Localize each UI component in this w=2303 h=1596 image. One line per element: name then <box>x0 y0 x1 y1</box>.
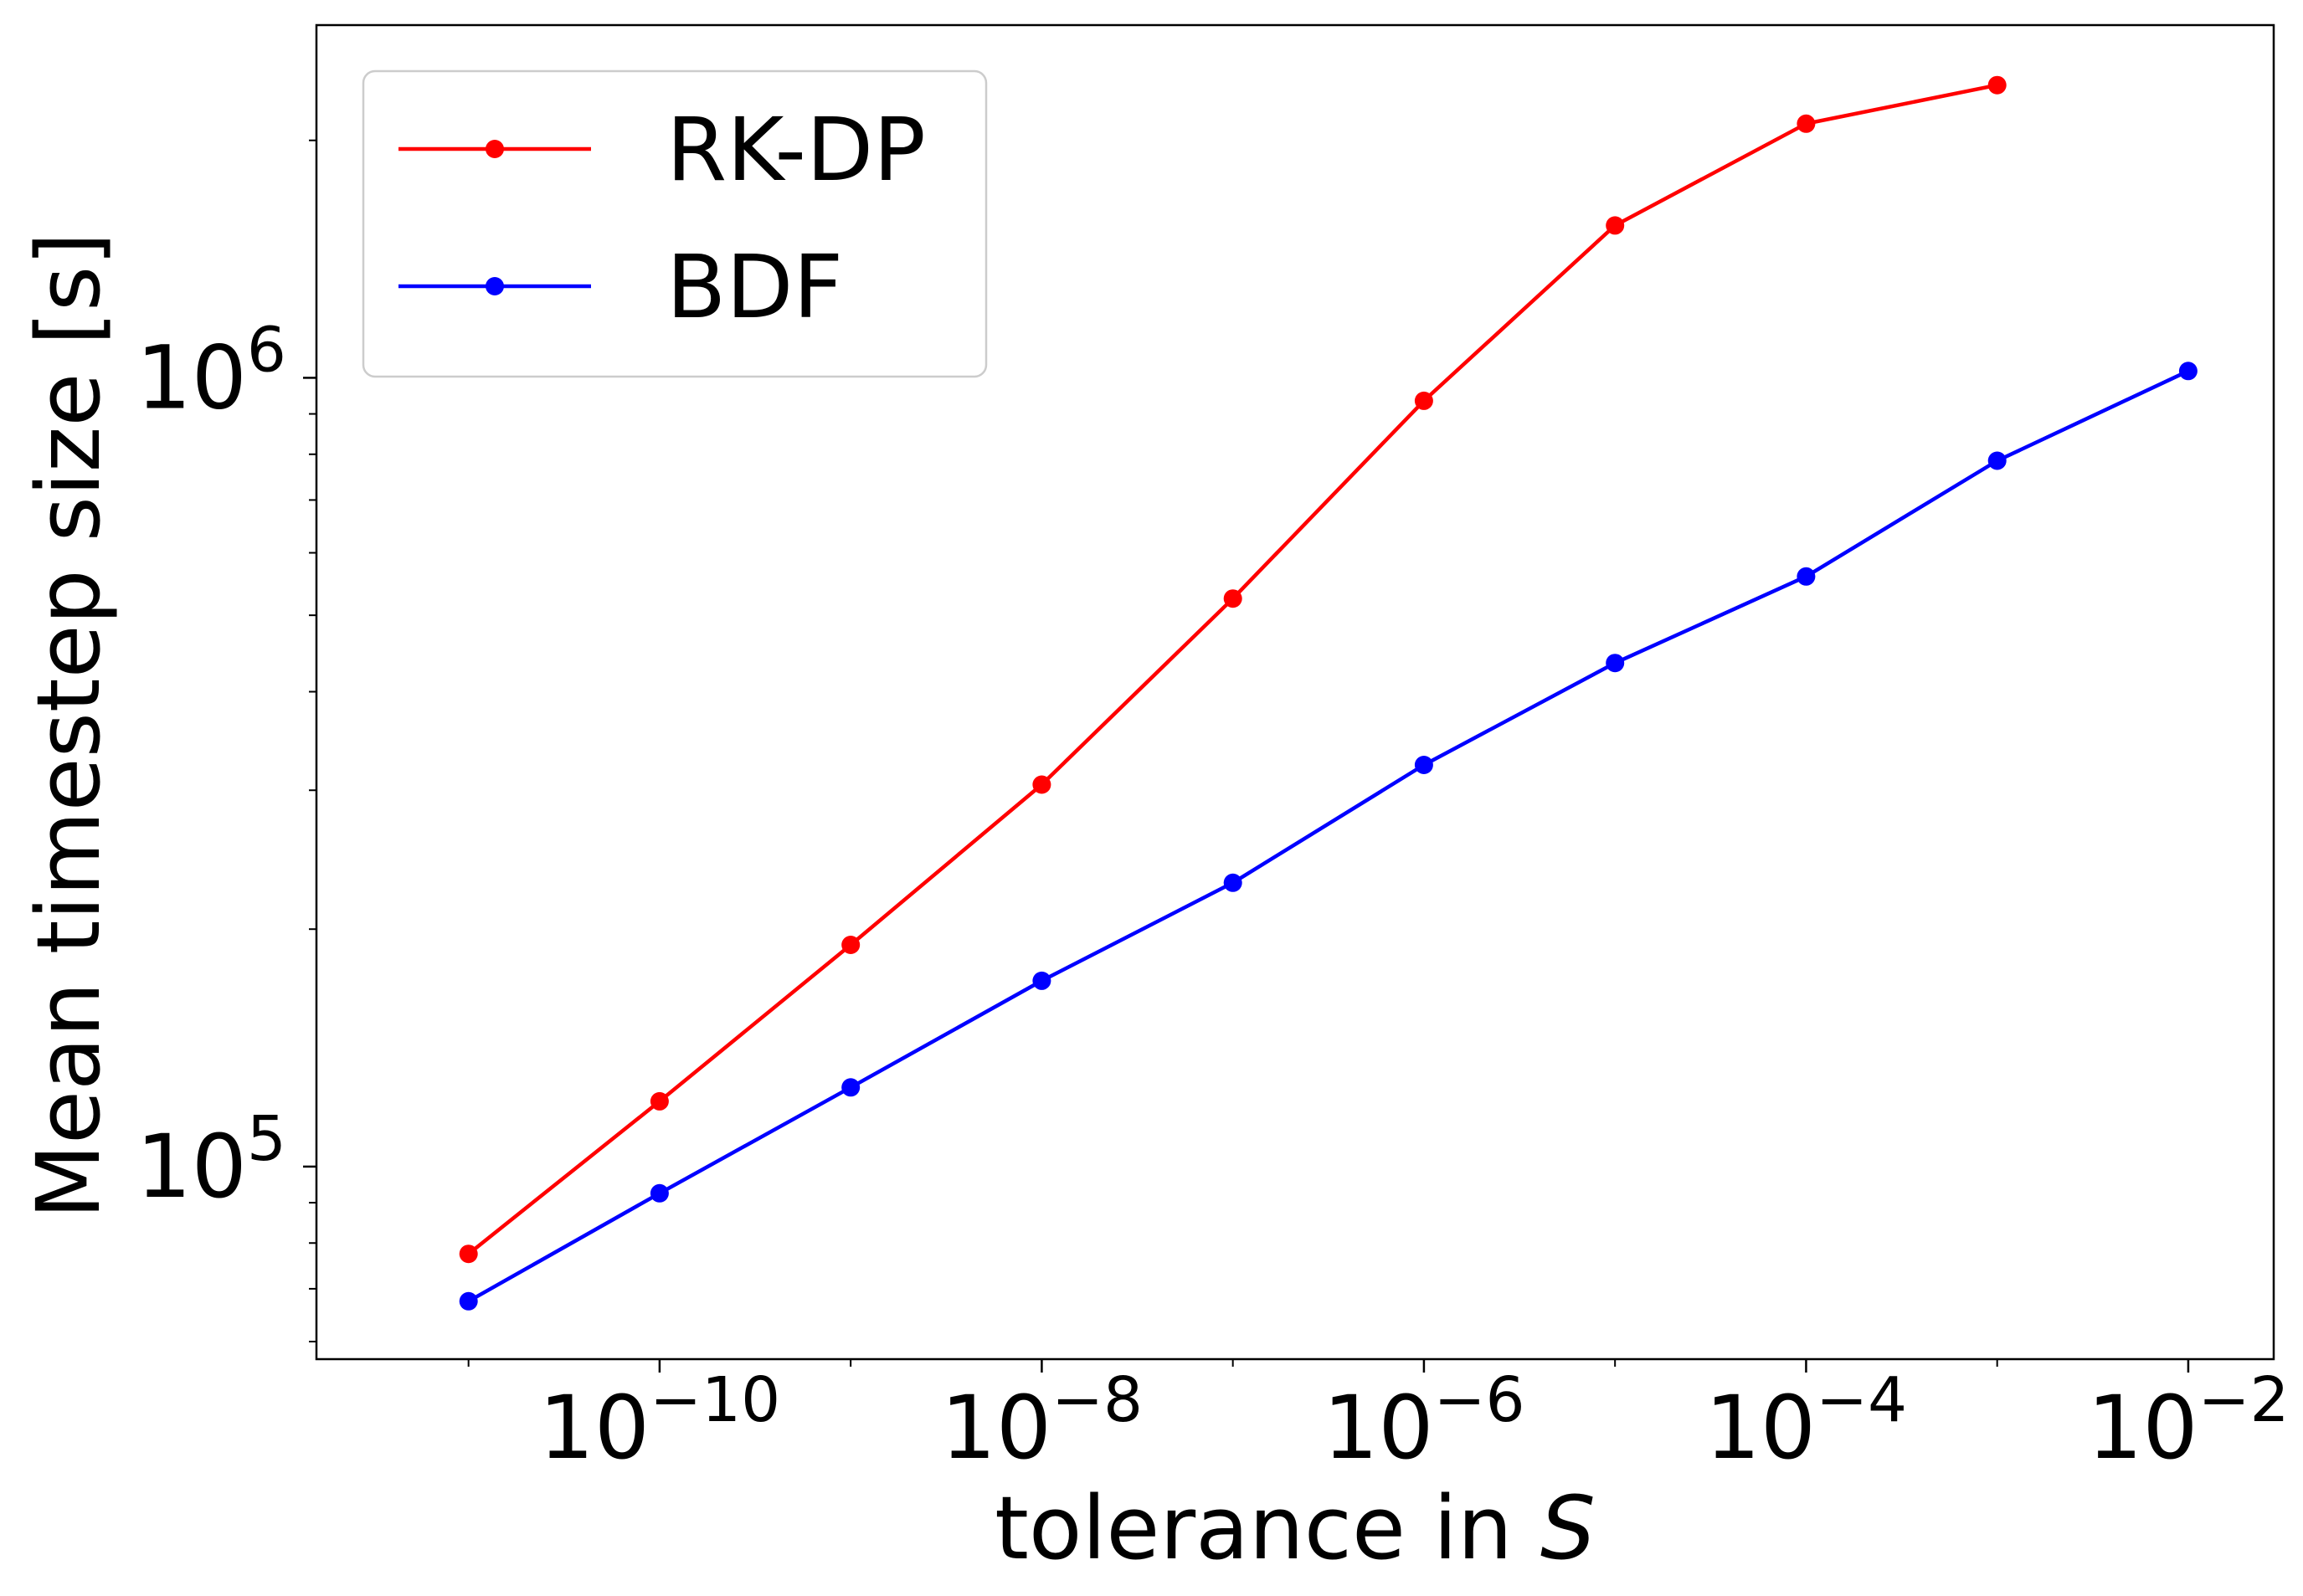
legend-label: RK-DP <box>666 99 926 201</box>
data-point <box>459 1291 478 1311</box>
data-point <box>650 1091 669 1111</box>
data-point <box>2178 362 2198 381</box>
data-point <box>1032 775 1051 794</box>
data-point <box>841 1078 861 1097</box>
series-line <box>467 369 2189 1303</box>
legend-entry: RK-DP <box>398 99 926 201</box>
data-point <box>1414 756 1433 774</box>
y-tick-label: 106 <box>136 314 286 429</box>
data-point <box>1606 216 1625 235</box>
plot-frame <box>315 23 2275 1361</box>
y-tick-label: 105 <box>136 1103 286 1218</box>
x-tick-label: 10−10 <box>539 1364 781 1479</box>
x-tick-label: 10−8 <box>941 1364 1143 1479</box>
data-point <box>1797 567 1816 586</box>
legend-label: BDF <box>666 236 843 338</box>
data-point <box>1797 114 1816 133</box>
data-point <box>459 1244 478 1264</box>
data-point <box>1414 391 1433 410</box>
series-group <box>459 75 2007 1264</box>
data-point <box>650 1183 669 1203</box>
legend-swatch-marker <box>486 277 504 295</box>
data-point <box>1032 971 1051 990</box>
x-tick-label: 10−2 <box>2087 1364 2289 1479</box>
major-ticks: 10−10 10−8 10−6 10−4 10−2 105 106 <box>136 314 2290 1479</box>
data-point <box>1987 451 2007 470</box>
legend-entry: BDF <box>398 236 843 338</box>
legend: RK-DP BDF <box>362 69 988 378</box>
y-axis-title: Mean timestep size [s] <box>18 232 120 1219</box>
legend-swatch-marker <box>486 140 504 158</box>
data-point <box>841 936 861 954</box>
data-point <box>1223 873 1242 892</box>
x-axis-title: tolerance in S <box>995 1477 1596 1579</box>
legend-entries: RK-DP BDF <box>398 99 926 338</box>
data-point <box>1606 654 1625 673</box>
x-tick-label: 10−4 <box>1705 1364 1907 1479</box>
series-layer <box>459 75 2198 1311</box>
data-point <box>1987 75 2007 95</box>
x-tick-label: 10−6 <box>1323 1364 1524 1479</box>
series-group <box>459 362 2198 1311</box>
minor-ticks <box>309 139 1998 1367</box>
data-point <box>1223 589 1242 608</box>
